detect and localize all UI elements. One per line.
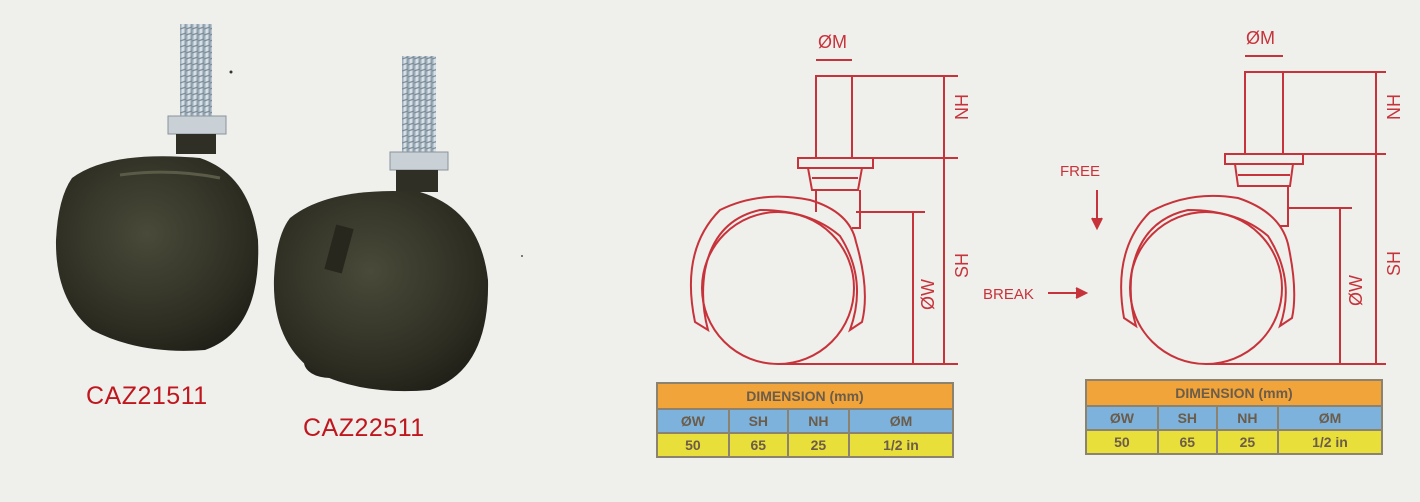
label-stem-height: NH [1384,94,1404,120]
drawing-caster-fixed [689,59,958,365]
column-header: ØM [847,408,955,434]
label-wheel-diameter: ØW [1346,275,1366,306]
drawing-caster-brake [1048,55,1386,365]
column-header: NH [786,408,850,434]
table-cell: 50 [656,432,730,458]
table-cell: 65 [727,432,789,458]
column-header: ØW [1085,405,1159,431]
table-header: DIMENSION (mm) [1085,379,1383,407]
label-free: FREE [1060,163,1100,180]
threaded-stem [402,56,436,158]
swivel-housing [396,170,438,192]
label-stem-diameter: ØM [1246,28,1275,48]
table-cell: 1/2 in [847,432,955,458]
column-header: SH [727,408,789,434]
table-cell: 25 [786,432,850,458]
threaded-stem [180,24,212,120]
twin-wheel [55,156,259,351]
product-code-caz21511: CAZ21511 [86,382,208,410]
column-header: SH [1156,405,1218,431]
caster-photo-caz22511 [273,56,489,392]
caster-photo-caz21511 [55,24,259,351]
column-header: ØM [1276,405,1384,431]
product-code-caz22511: CAZ22511 [303,414,425,442]
label-stem-height: NH [952,94,972,120]
label-wheel-diameter: ØW [918,279,938,310]
table-header: DIMENSION (mm) [656,382,954,410]
table-cell: 65 [1156,429,1218,455]
dimension-table-1: DIMENSION (mm) ØW SH NH ØM 50 65 25 1/2 … [656,382,955,458]
table-cell: 25 [1215,429,1279,455]
label-stem-diameter: ØM [818,32,847,52]
column-header: NH [1215,405,1279,431]
label-break: BREAK [983,286,1034,303]
twin-wheel [273,191,489,392]
dimension-table-2: DIMENSION (mm) ØW SH NH ØM 50 65 25 1/2 … [1085,379,1384,455]
table-cell: 50 [1085,429,1159,455]
table-cell: 1/2 in [1276,429,1384,455]
label-system-height: SH [1384,251,1404,276]
label-system-height: SH [952,253,972,278]
column-header: ØW [656,408,730,434]
swivel-housing [176,134,216,154]
